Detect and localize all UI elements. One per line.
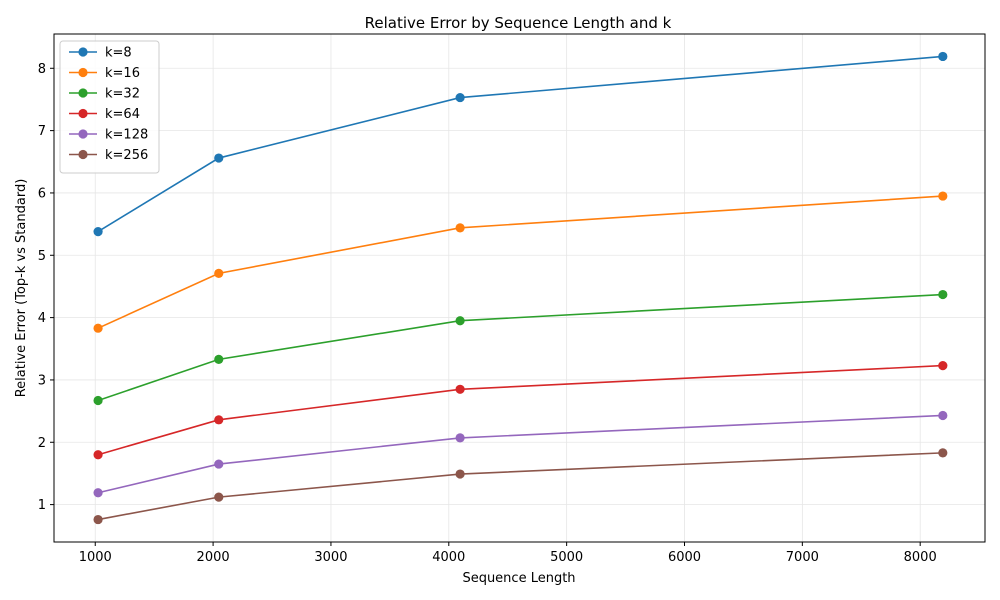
series-line [97, 293, 943, 402]
legend-marker [78, 129, 88, 139]
data-point [214, 268, 224, 278]
legend-label: k=8 [105, 46, 132, 61]
data-point [938, 289, 948, 300]
chart-title: Relative Error by Sequence Length and k [365, 14, 672, 32]
data-point [214, 492, 224, 502]
legend-label: k=16 [105, 66, 140, 81]
data-point [93, 450, 103, 460]
series-line [97, 55, 943, 233]
legend-marker [78, 108, 88, 119]
data-point [214, 415, 224, 425]
series-line [97, 364, 943, 456]
data-point [938, 191, 948, 201]
y-tick-label: 2 [38, 436, 46, 451]
data-point [938, 410, 948, 421]
data-point [214, 153, 224, 163]
legend-marker [78, 149, 88, 160]
grid [54, 34, 985, 542]
x-tick-label: 4000 [432, 550, 465, 565]
data-point [214, 459, 224, 469]
y-tick-label: 5 [38, 249, 46, 264]
y-tick-label: 4 [38, 311, 46, 326]
x-tick-label: 7000 [786, 550, 819, 565]
data-point [214, 354, 224, 364]
legend-marker [78, 88, 88, 98]
legend-marker [78, 47, 88, 57]
series-line [97, 195, 943, 329]
series-line [97, 452, 943, 521]
data-point [938, 448, 948, 458]
legend-label: k=256 [105, 148, 148, 163]
data-point [93, 488, 103, 498]
series-line [97, 414, 943, 494]
x-tick-label: 2000 [197, 550, 230, 565]
x-tick-label: 6000 [668, 550, 701, 565]
y-tick-label: 7 [38, 124, 46, 139]
x-tick-label: 1000 [79, 550, 112, 565]
data-point [93, 226, 103, 237]
legend-label: k=128 [105, 128, 148, 143]
y-tick-label: 8 [38, 62, 46, 77]
legend-label: k=64 [105, 107, 140, 122]
x-tick-label: 8000 [904, 550, 937, 565]
series-layer [93, 51, 948, 525]
data-point [938, 361, 948, 371]
legend: k=8 k=16 k=32 k=64 k=128 k=256 [59, 40, 160, 174]
data-point [455, 223, 465, 233]
data-point [455, 469, 465, 479]
y-tick-label: 3 [38, 373, 46, 388]
data-point [455, 433, 465, 443]
axis-ticks: 1000 2000 3000 4000 5000 6000 7000 8000 1 2 3 4 5 6 7 8 [38, 62, 937, 565]
y-tick-label: 1 [38, 498, 46, 513]
data-point [455, 92, 465, 103]
data-point [938, 51, 948, 62]
data-point [455, 316, 465, 326]
x-tick-label: 5000 [550, 550, 583, 565]
x-axis-title: Sequence Length [462, 571, 575, 586]
x-tick-label: 3000 [314, 550, 347, 565]
data-point [93, 395, 103, 406]
legend-label: k=32 [105, 87, 140, 102]
y-axis-title: Relative Error (Top-k vs Standard) [14, 179, 29, 398]
plot-frame [53, 33, 986, 543]
data-point [455, 384, 465, 394]
legend-marker [78, 67, 88, 78]
data-point [93, 514, 103, 525]
data-point [93, 323, 103, 333]
y-tick-label: 6 [38, 186, 46, 201]
